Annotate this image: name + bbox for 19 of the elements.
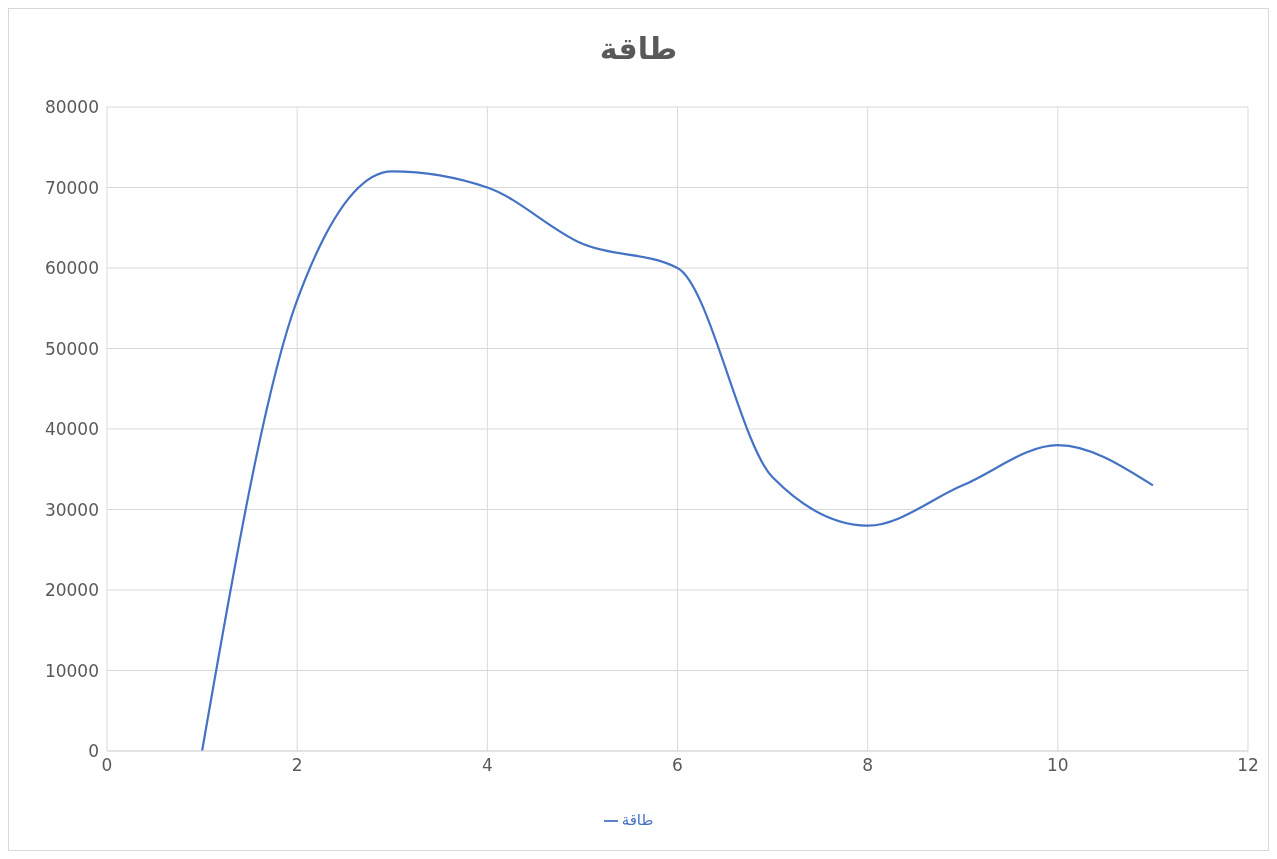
y-tick-label: 40000 <box>44 419 99 440</box>
y-tick-label: 0 <box>88 741 99 762</box>
y-tick-label: 20000 <box>44 580 99 601</box>
y-tick-label: 10000 <box>44 660 99 681</box>
x-tick-label: 12 <box>1237 755 1259 776</box>
x-tick-label: 10 <box>1047 755 1069 776</box>
y-tick-label: 50000 <box>44 338 99 359</box>
x-tick-label: 4 <box>481 755 493 776</box>
y-tick-label: 30000 <box>44 499 99 520</box>
y-tick-label: 60000 <box>44 258 99 279</box>
x-tick-label: 0 <box>101 755 113 776</box>
line-series <box>200 170 1155 751</box>
legend-label: طاقة <box>621 811 654 829</box>
chart-title: طاقة <box>598 30 679 68</box>
x-tick-label: 2 <box>291 755 303 776</box>
y-tick-label: 70000 <box>44 177 99 198</box>
x-tick-label: 6 <box>672 755 683 776</box>
y-tick-label: 80000 <box>44 97 99 118</box>
x-tick-label: 8 <box>862 755 874 776</box>
